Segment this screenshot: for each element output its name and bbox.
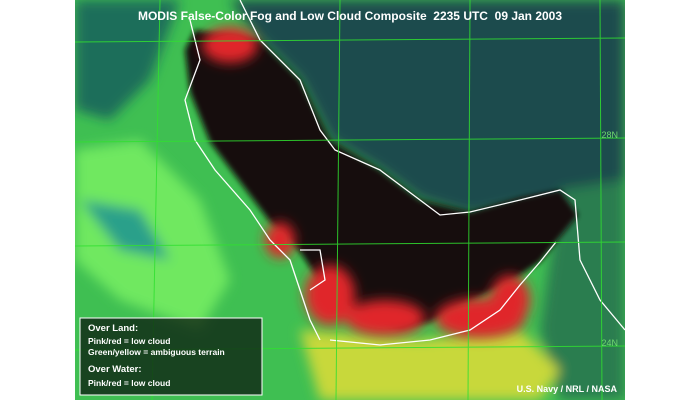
legend-heading: Over Water: [88, 364, 142, 375]
legend-box [79, 317, 263, 396]
credit: U.S. Navy / NRL / NASA [517, 384, 618, 394]
legend: Over Land: Pink/red = low cloud Green/ye… [79, 317, 263, 396]
grid-label: 24N [601, 338, 618, 348]
satellite-image [75, 0, 625, 400]
legend-item: Green/yellow = ambiguous terrain [88, 347, 225, 357]
image-title: MODIS False-Color Fog and Low Cloud Comp… [138, 9, 562, 23]
grid-label: 28N [601, 130, 618, 140]
legend-item: Pink/red = low cloud [88, 336, 170, 346]
legend-heading: Over Land: [88, 323, 138, 334]
legend-item: Pink/red = low cloud [88, 378, 170, 388]
